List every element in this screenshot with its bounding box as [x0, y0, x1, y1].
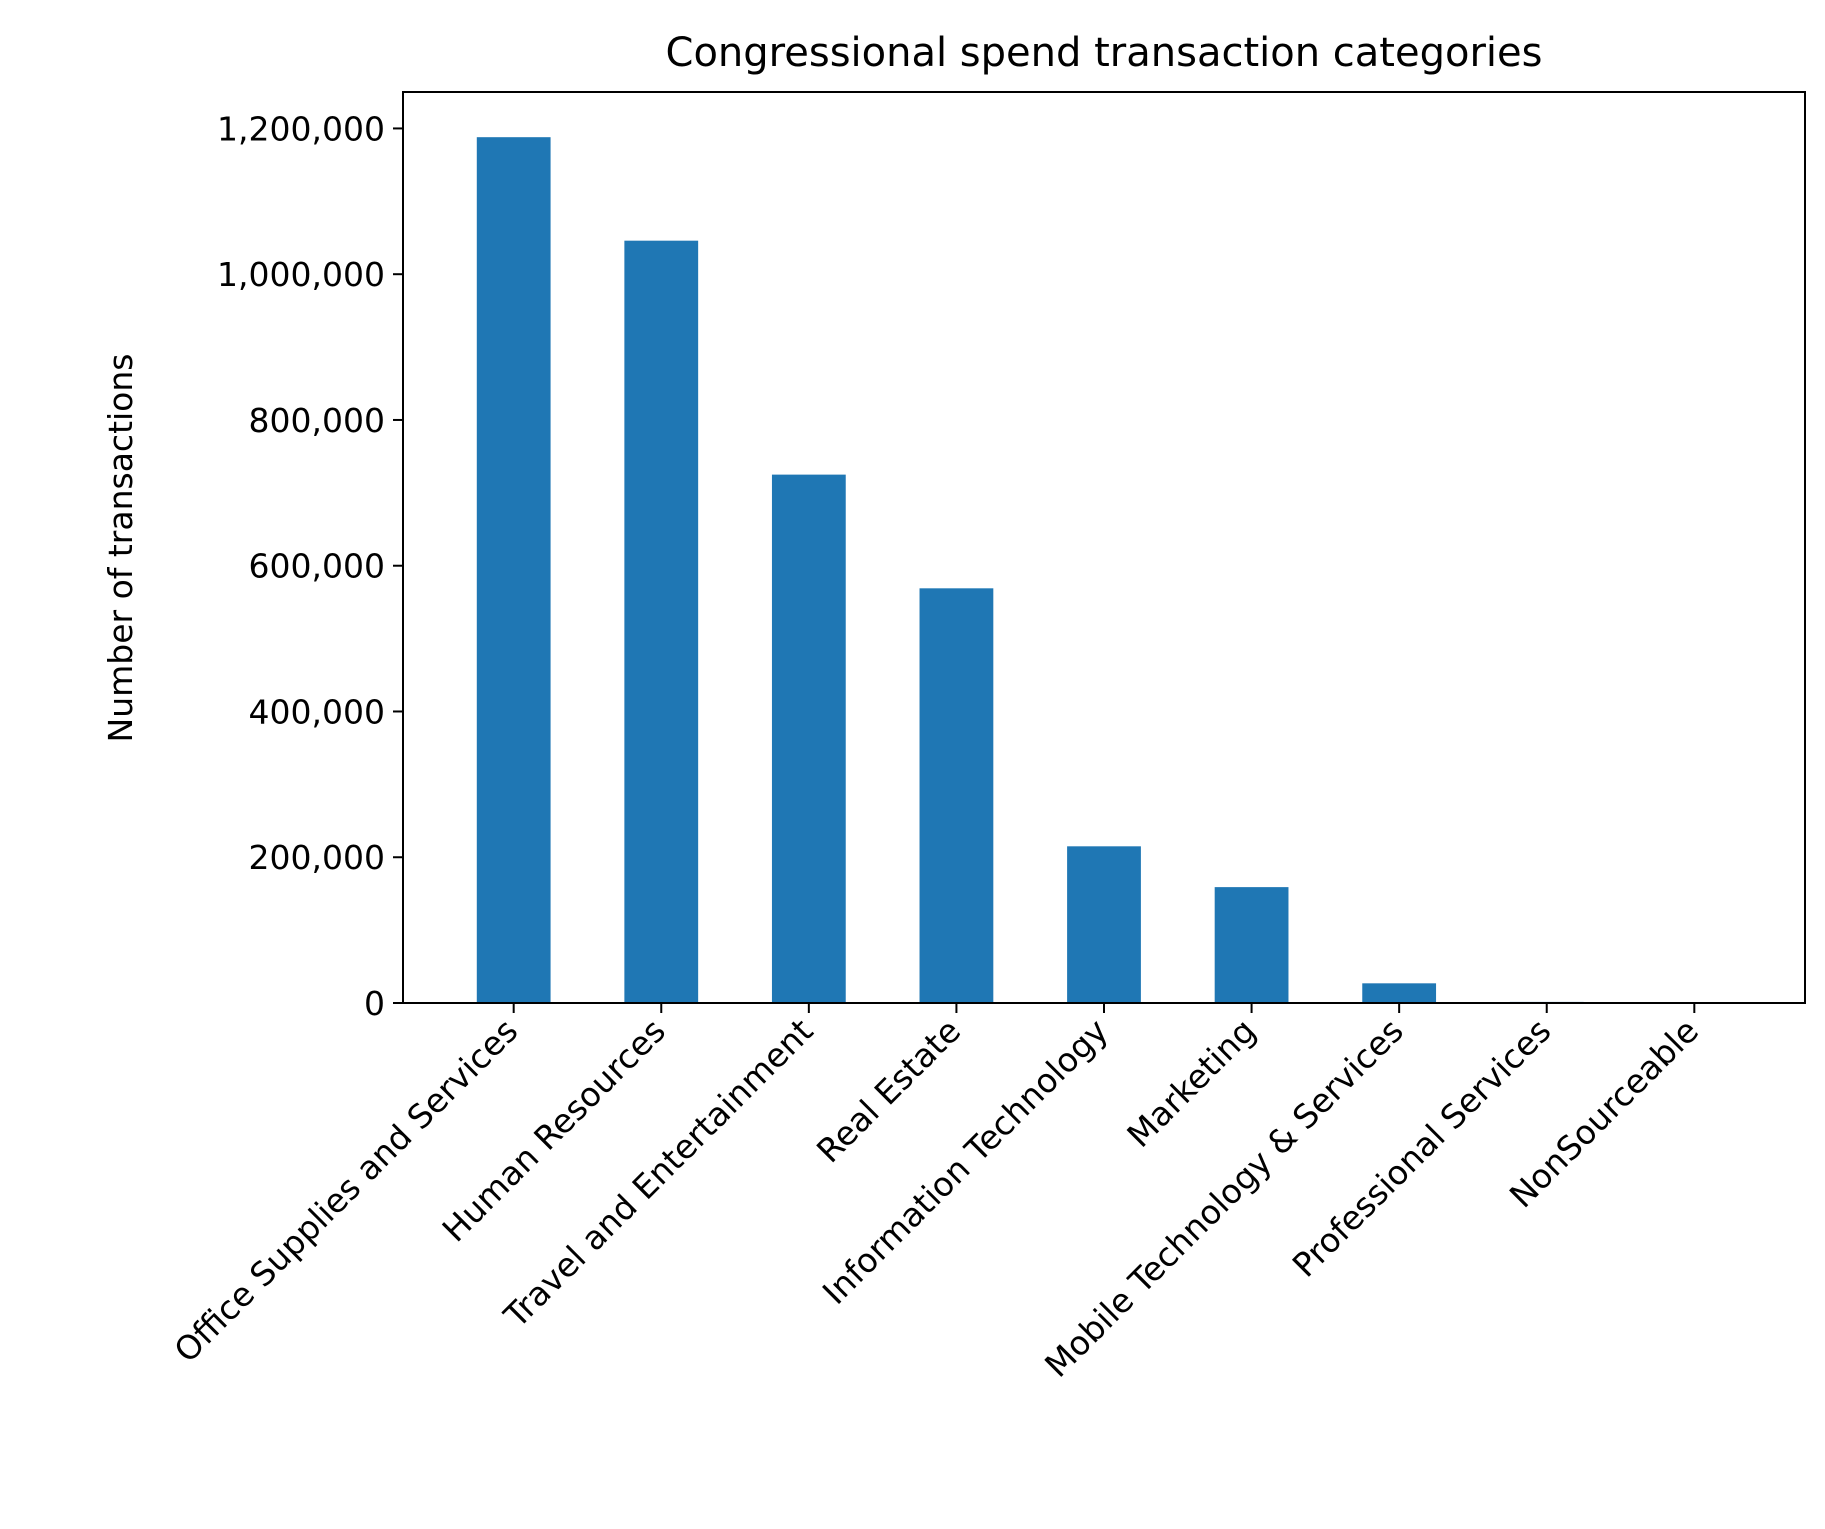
y-axis-ticks: 0 200,000 400,000 600,000 800,000 1,000,000 1,… — [217, 109, 403, 1023]
x-tick-label: Marketing — [1119, 1011, 1263, 1155]
bar — [1214, 887, 1289, 1003]
y-tick-label: 0 — [364, 984, 385, 1023]
y-tick-label: 200,000 — [249, 838, 385, 877]
x-tick-label: Information Technology — [815, 1011, 1116, 1312]
chart-title: Congressional spend transaction categori… — [666, 30, 1543, 76]
y-tick-label: 400,000 — [249, 692, 385, 731]
y-tick-label: 800,000 — [249, 401, 385, 440]
plot-frame — [402, 91, 1806, 1004]
bar — [919, 588, 994, 1003]
bar — [1067, 846, 1141, 1003]
bar — [624, 240, 699, 1004]
x-tick-label: Real Estate — [809, 1011, 968, 1170]
y-tick-label: 600,000 — [249, 547, 385, 586]
y-tick-label: 1,200,000 — [217, 109, 385, 148]
y-axis-label: Number of transactions — [101, 354, 140, 743]
bar — [1362, 983, 1437, 1003]
y-tick-label: 1,000,000 — [217, 255, 385, 294]
bar — [476, 137, 551, 1003]
x-tick-label: Professional Services — [1285, 1011, 1559, 1285]
bar-series — [476, 137, 1732, 1004]
bar — [771, 474, 846, 1003]
x-tick-label: Travel and Entertainment — [496, 1011, 821, 1336]
